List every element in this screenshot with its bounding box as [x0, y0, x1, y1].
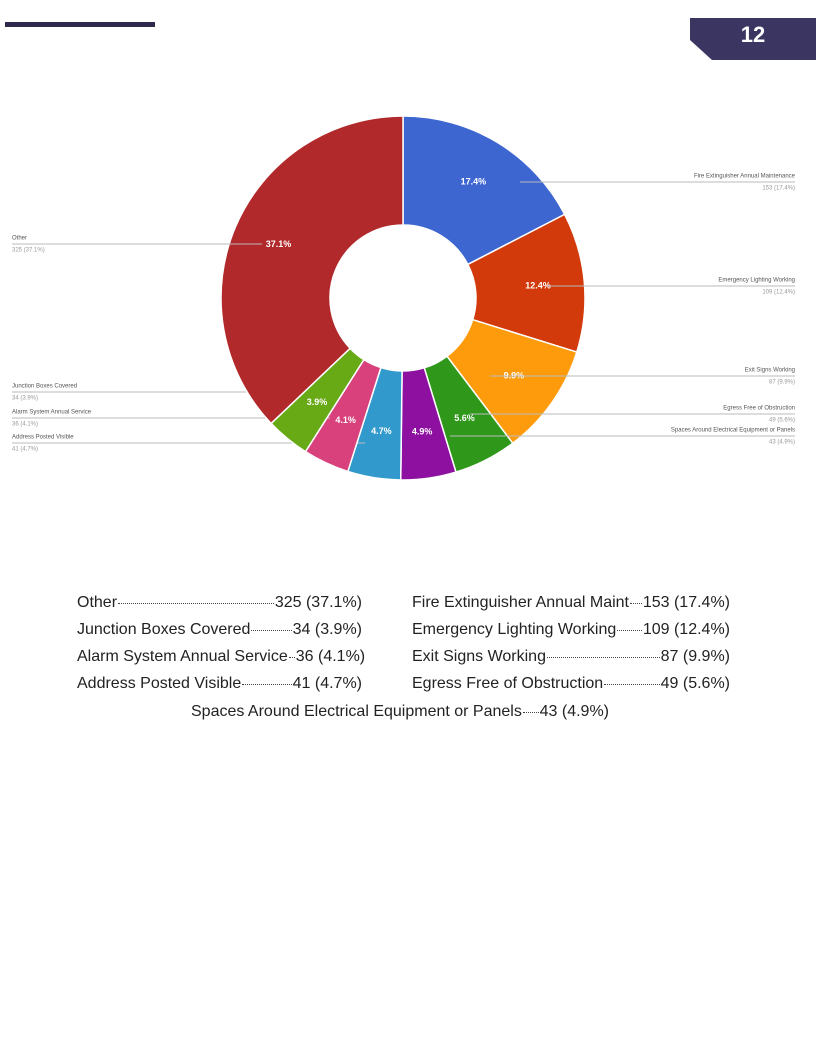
callout-detail: 49 (5.6%): [769, 418, 795, 424]
callout-detail: 34 (3.9%): [12, 396, 38, 402]
leader: [288, 657, 295, 658]
entry-label: Other: [77, 594, 118, 611]
summary-entry: Emergency Lighting Working 109 (12.4%): [412, 621, 730, 639]
entry-label: Fire Extinguisher Annual Maint: [412, 594, 629, 611]
callout-name: Emergency Lighting Working: [718, 278, 795, 284]
donut-slice: [402, 115, 566, 266]
entry-value: 325 (37.1%): [274, 594, 362, 611]
page-number: 12: [741, 22, 765, 47]
callout-name: Egress Free of Obstruction: [723, 406, 795, 412]
leader: [546, 657, 660, 658]
slice-label: 12.4%: [525, 280, 551, 290]
entry-label: Spaces Around Electrical Equipment or Pa…: [191, 703, 522, 720]
leader: [251, 630, 292, 631]
entry-label: Alarm System Annual Service: [77, 648, 288, 665]
callout-name: Spaces Around Electrical Equipment or Pa…: [671, 428, 795, 434]
callout-name: Exit Signs Working: [745, 368, 795, 374]
summary-entry: Other 325 (37.1%): [77, 594, 362, 612]
slice-label: 3.9%: [307, 397, 328, 407]
entry-value: 49 (5.6%): [660, 675, 730, 692]
entry-value: 109 (12.4%): [642, 621, 730, 638]
entry-value: 36 (4.1%): [295, 648, 366, 665]
slice-label: 37.1%: [266, 239, 292, 249]
entry-value: 87 (9.9%): [660, 648, 730, 665]
entry-label: Emergency Lighting Working: [412, 621, 617, 638]
entry-label: Egress Free of Obstruction: [412, 675, 604, 692]
leader: [242, 684, 292, 685]
slice-label: 4.7%: [371, 426, 392, 436]
entry-value: 153 (17.4%): [642, 594, 730, 611]
entry-label: Exit Signs Working: [412, 648, 546, 665]
page-badge: [690, 18, 816, 60]
callout-name: Junction Boxes Covered: [12, 384, 77, 390]
slice-label: 9.9%: [504, 370, 525, 380]
callout-detail: 153 (17.4%): [762, 186, 795, 192]
donut-chart: 17.4% Fire Extinguisher Annual Maintenanc…: [12, 115, 796, 481]
leader: [522, 712, 539, 713]
summary-entry: Junction Boxes Covered 34 (3.9%): [77, 621, 362, 639]
summary-entry: Egress Free of Obstruction 49 (5.6%): [412, 675, 730, 693]
leader: [617, 630, 642, 631]
callout-detail: 87 (9.9%): [769, 380, 795, 386]
callout-name: Fire Extinguisher Annual Maintenance: [694, 174, 796, 180]
entry-label: Address Posted Visible: [77, 675, 242, 692]
leader: [604, 684, 660, 685]
callout-detail: 41 (4.7%): [12, 447, 38, 453]
summary-entry: Spaces Around Electrical Equipment or Pa…: [191, 703, 609, 721]
entry-value: 34 (3.9%): [292, 621, 362, 638]
entry-value: 41 (4.7%): [292, 675, 362, 692]
callout-detail: 325 (37.1%): [12, 248, 45, 254]
entry-value: 43 (4.9%): [539, 703, 609, 720]
callout-detail: 43 (4.9%): [769, 440, 795, 446]
callout-name: Other: [12, 236, 27, 242]
callout-name: Alarm System Annual Service: [12, 410, 92, 416]
donut-slice: [220, 115, 404, 425]
slice-label: 17.4%: [461, 177, 487, 187]
donut-slice: [466, 213, 586, 354]
summary-entry: Alarm System Annual Service 36 (4.1%): [77, 648, 366, 666]
header-rule: [5, 22, 155, 27]
leader: [630, 603, 642, 604]
leader: [118, 603, 274, 604]
slice-label: 4.9%: [412, 427, 433, 437]
summary-entry: Exit Signs Working 87 (9.9%): [412, 648, 730, 666]
slice-label: 4.1%: [335, 415, 356, 425]
summary-entry: Fire Extinguisher Annual Maint 153 (17.4%…: [412, 594, 730, 612]
callout-detail: 36 (4.1%): [12, 422, 38, 428]
slice-label: 5.6%: [454, 413, 475, 423]
summary-entry: Address Posted Visible 41 (4.7%): [77, 675, 362, 693]
callout-detail: 109 (12.4%): [762, 290, 795, 296]
callout-name: Address Posted Visible: [12, 435, 74, 441]
entry-label: Junction Boxes Covered: [77, 621, 251, 638]
